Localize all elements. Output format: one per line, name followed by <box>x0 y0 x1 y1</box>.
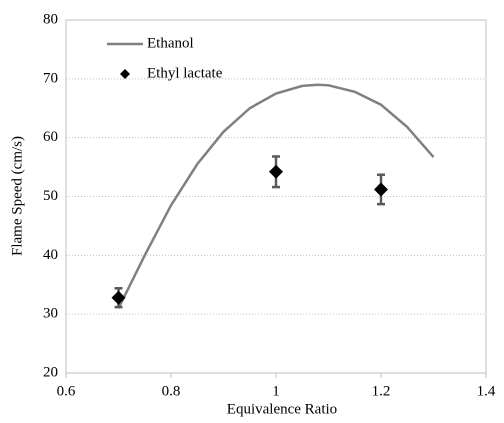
y-tick-label: 30 <box>43 306 58 322</box>
legend-label: Ethyl lactate <box>147 65 223 81</box>
y-tick-label: 70 <box>43 70 58 86</box>
y-tick-label: 80 <box>43 11 58 27</box>
point <box>269 164 283 179</box>
x-tick-label: 1 <box>272 383 280 399</box>
legend-label: Ethanol <box>147 35 194 51</box>
x-tick-label: 0.8 <box>162 383 181 399</box>
legend-marker <box>120 69 130 79</box>
y-tick-label: 60 <box>43 129 58 145</box>
plot-frame <box>65 19 487 374</box>
x-axis-title: Equivalence Ratio <box>227 401 337 417</box>
x-tick-label: 1.4 <box>477 383 496 399</box>
point <box>374 182 388 197</box>
x-tick-label: 1.2 <box>372 383 391 399</box>
y-tick-label: 40 <box>43 247 58 263</box>
x-tick-label: 0.6 <box>57 383 76 399</box>
point <box>111 290 126 305</box>
line <box>117 83 435 309</box>
y-tick-label: 50 <box>43 188 58 204</box>
y-tick-label: 20 <box>43 364 58 380</box>
y-axis-title: Flame Speed (cm/s) <box>9 136 25 256</box>
